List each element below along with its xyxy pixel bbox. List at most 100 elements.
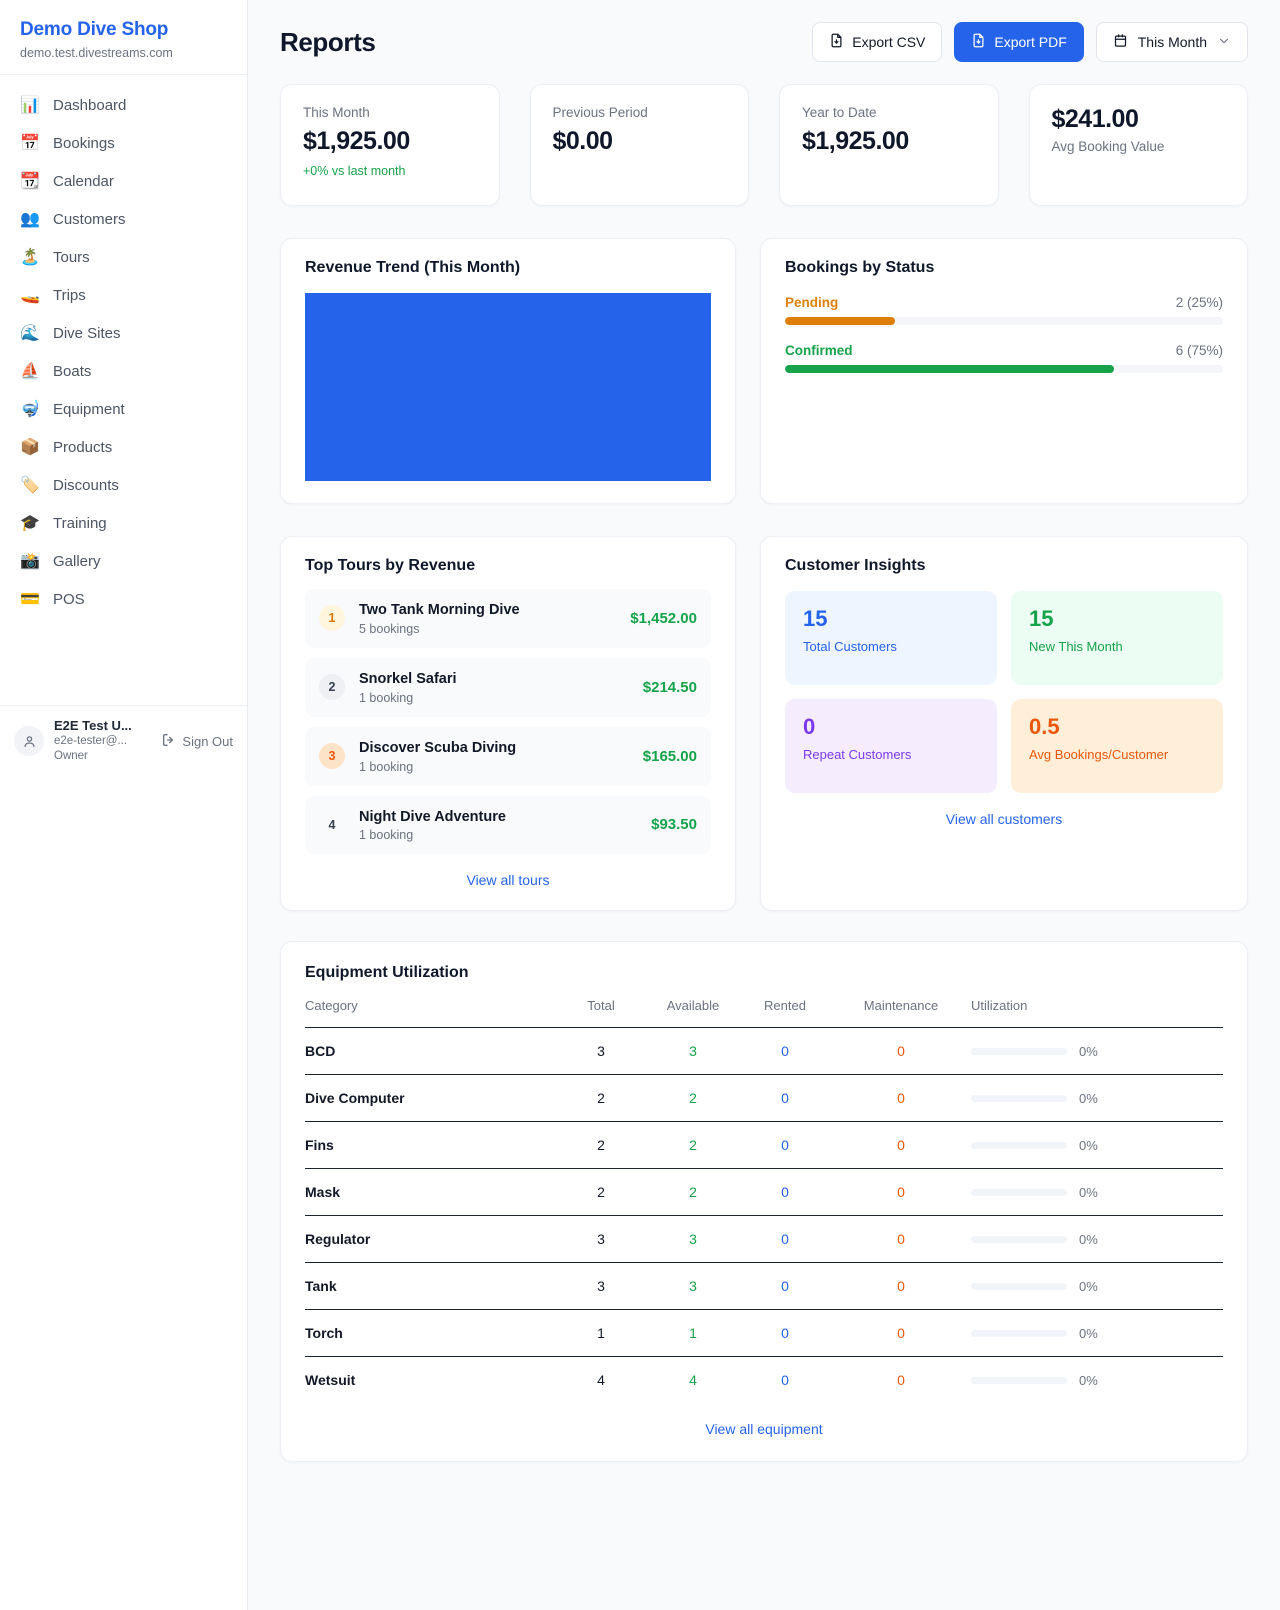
column-header-maintenance: Maintenance [863,998,939,1014]
user-meta: E2E Test U... e2e-tester@... Owner [54,718,151,764]
utilization-percent: 0% [1079,1231,1098,1247]
utilization-percent: 0% [1079,1090,1098,1106]
equipment-category: Regulator [305,1215,555,1263]
package-icon: 📦 [20,438,40,456]
kpi-label: This Month [303,105,370,120]
kpi-grid: This Month $1,925.00 +0% vs last month Prev… [280,84,1248,206]
utilization-percent: 0% [1079,1278,1098,1294]
view-all-tours-link[interactable]: View all tours [466,872,550,889]
top-tour-row[interactable]: 4 Night Dive Adventure 1 booking $93.50 [305,795,711,855]
equipment-total: 2 [555,1168,647,1216]
equipment-utilization-cell: 0% [971,1262,1223,1310]
equipment-maintenance: 0 [831,1168,971,1216]
user-role: Owner [54,750,88,763]
equipment-maintenance: 0 [831,1309,971,1357]
utilization-track [971,1141,1067,1149]
equipment-utilization-cell: 0% [971,1215,1223,1263]
top-tour-row[interactable]: 3 Discover Scuba Diving 1 booking $165.00 [305,726,711,786]
tour-revenue: $165.00 [642,747,697,765]
equipment-category: Mask [305,1168,555,1216]
sidebar-item-boats[interactable]: ⛵ Boats [0,353,247,391]
equipment-utilization-cell: 0% [971,1027,1223,1075]
equipment-available: 3 [647,1215,739,1263]
tour-name: Two Tank Morning Dive [359,602,520,618]
sidebar-item-label: Customers [53,210,126,228]
sidebar-item-dashboard[interactable]: 📊 Dashboard [0,87,247,125]
equipment-table-body: BCD 3 3 0 0 0% Dive Computer 2 2 0 0 0% Fins 2 2 0 0 0% Ma… [305,1027,1223,1404]
tour-rank-badge: 4 [328,817,336,832]
top-tours-title: Top Tours by Revenue [305,557,476,574]
view-all-equipment-link[interactable]: View all equipment [705,1421,823,1438]
equipment-total: 3 [555,1215,647,1263]
equipment-total: 1 [555,1309,647,1357]
table-row: Mask 2 2 0 0 0% [305,1168,1223,1216]
equipment-available: 3 [647,1027,739,1075]
kpi-card-year-to-date: Year to Date $1,925.00 [779,84,999,206]
insight-tile-new-this-month: 15 New This Month [1011,591,1223,685]
equipment-rented: 0 [739,1309,831,1357]
sign-out-button[interactable]: Sign Out [161,732,233,751]
bookings-by-status-card: Bookings by Status Pending 2 (25%) Confirm… [760,238,1248,504]
calendar-icon [1113,33,1128,51]
user-name: E2E Test U... [54,718,132,733]
utilization-percent: 0% [1079,1137,1098,1153]
status-progress-fill [785,317,895,325]
sidebar-item-customers[interactable]: 👥 Customers [0,201,247,239]
export-csv-button[interactable]: Export CSV [812,22,943,62]
utilization-track [971,1376,1067,1384]
equipment-rented: 0 [739,1262,831,1310]
diving-mask-icon: 🤿 [20,400,40,418]
sidebar-item-equipment[interactable]: 🤿 Equipment [0,391,247,429]
equipment-maintenance: 0 [831,1121,971,1169]
top-tour-row[interactable]: 2 Snorkel Safari 1 booking $214.50 [305,657,711,717]
top-tours-card: Top Tours by Revenue 1 Two Tank Morning D… [280,536,736,912]
equipment-utilization-card: Equipment Utilization Category Total Avail… [280,941,1248,1463]
credit-card-icon: 💳 [20,590,40,608]
sidebar-item-tours[interactable]: 🏝️ Tours [0,239,247,277]
period-select[interactable]: This Month [1095,22,1248,62]
sidebar-item-label: Trips [53,286,86,304]
equipment-available: 2 [647,1168,739,1216]
equipment-total: 3 [555,1262,647,1310]
sidebar-item-dive-sites[interactable]: 🌊 Dive Sites [0,315,247,353]
utilization-track [971,1329,1067,1337]
sidebar-item-label: Products [53,438,113,456]
table-row: Tank 3 3 0 0 0% [305,1262,1223,1310]
utilization-track [971,1282,1067,1290]
equipment-rented: 0 [739,1074,831,1122]
kpi-value: $1,925.00 [303,127,410,155]
sidebar-item-products[interactable]: 📦 Products [0,429,247,467]
insight-label: Repeat Customers [803,747,912,763]
top-tour-row[interactable]: 1 Two Tank Morning Dive 5 bookings $1,452.0… [305,589,711,648]
status-progress-fill [785,365,1114,373]
sidebar-item-pos[interactable]: 💳 POS [0,581,247,619]
tour-revenue: $214.50 [642,678,697,696]
brand-block[interactable]: Demo Dive Shop demo.test.divestreams.com [0,0,247,75]
utilization-track [971,1094,1067,1102]
sidebar-item-bookings[interactable]: 📅 Bookings [0,125,247,163]
sidebar-item-training[interactable]: 🎓 Training [0,505,247,543]
sailboat-icon: ⛵ [20,362,40,380]
sidebar-item-trips[interactable]: 🚤 Trips [0,277,247,315]
sidebar-item-label: Boats [53,362,92,380]
equipment-available: 2 [647,1074,739,1122]
kpi-label: Year to Date [802,105,877,120]
revenue-trend-card: Revenue Trend (This Month) [280,238,736,504]
sidebar-item-gallery[interactable]: 📸 Gallery [0,543,247,581]
insight-label: Total Customers [803,639,897,655]
sidebar-item-calendar[interactable]: 📆 Calendar [0,163,247,201]
equipment-utilization-cell: 0% [971,1309,1223,1357]
top-tours-list: 1 Two Tank Morning Dive 5 bookings $1,452.0… [305,589,711,855]
table-row: Dive Computer 2 2 0 0 0% [305,1074,1223,1122]
people-icon: 👥 [20,210,40,228]
sidebar-item-label: Tours [53,248,90,266]
equipment-utilization-cell: 0% [971,1356,1223,1404]
sidebar-item-discounts[interactable]: 🏷️ Discounts [0,467,247,505]
export-pdf-button[interactable]: Export PDF [954,22,1084,62]
view-all-customers-link[interactable]: View all customers [945,811,1063,827]
equipment-total: 2 [555,1121,647,1169]
equipment-category: Dive Computer [305,1074,555,1122]
equipment-rented: 0 [739,1121,831,1169]
equipment-total: 3 [555,1027,647,1075]
main-content: Reports Export CSV [248,0,1280,1610]
